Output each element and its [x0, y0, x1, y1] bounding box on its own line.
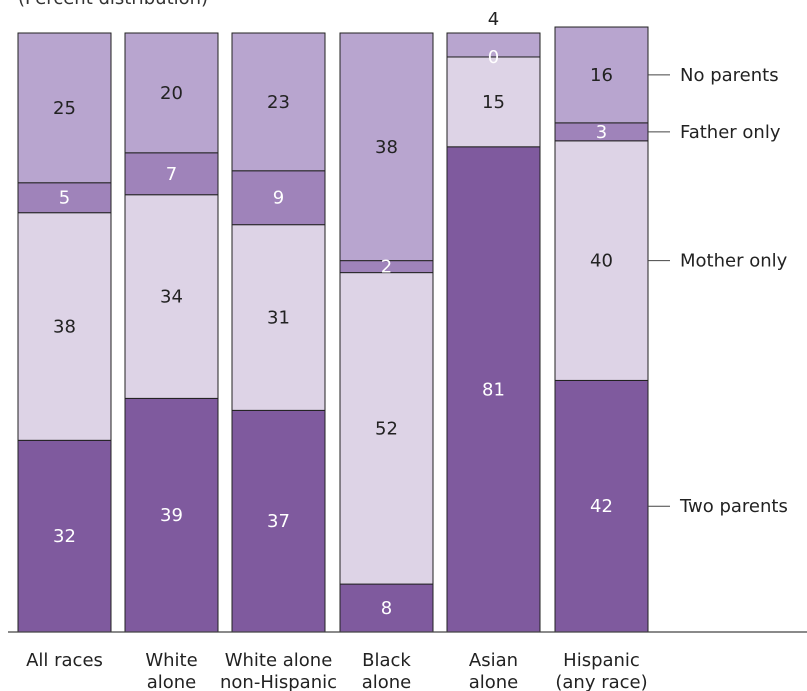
bar-segment-no-parents-category-1: [17, 32, 112, 184]
value-label-two-parents-category-1: 32: [53, 526, 76, 547]
value-label-two-parents-category-5: 81: [482, 379, 505, 400]
bar-segment-mother-only-category-2: [124, 194, 219, 399]
value-label-no-parents-category-5: 4: [488, 9, 499, 30]
legend-label-father-only: Father only: [680, 122, 781, 143]
value-label-no-parents-category-1: 25: [53, 98, 76, 119]
chart-subtitle: (Percent distribution): [18, 0, 208, 9]
bar-segment-two-parents-category-2: [124, 397, 219, 633]
legend-label-two-parents: Two parents: [679, 496, 788, 517]
value-label-two-parents-category-4: 8: [381, 598, 392, 619]
value-label-mother-only-category-3: 31: [267, 308, 290, 329]
bar-segment-no-parents-category-6: [554, 26, 649, 124]
bar-segment-father-only-category-2: [124, 152, 219, 196]
bar-segment-no-parents-category-5: [446, 32, 541, 58]
category-label-3: White alone non-Hispanic: [220, 650, 337, 691]
value-label-no-parents-category-3: 23: [267, 92, 290, 113]
legend-label-no-parents: No parents: [680, 65, 779, 86]
value-label-no-parents-category-2: 20: [160, 83, 183, 104]
value-label-mother-only-category-6: 40: [590, 251, 613, 272]
category-label-5: Asian alone: [469, 650, 519, 691]
bar-segment-father-only-category-3: [231, 170, 326, 226]
value-label-father-only-category-2: 7: [166, 164, 177, 185]
bars-group: [17, 26, 649, 633]
value-label-mother-only-category-1: 38: [53, 317, 76, 338]
bar-segment-mother-only-category-3: [231, 224, 326, 411]
value-label-two-parents-category-2: 39: [160, 505, 183, 526]
value-label-mother-only-category-5: 15: [482, 92, 505, 113]
value-label-father-only-category-6: 3: [596, 122, 607, 143]
value-label-two-parents-category-6: 42: [590, 496, 613, 517]
category-label-6: Hispanic (any race): [555, 650, 647, 691]
value-label-mother-only-category-2: 34: [160, 287, 183, 308]
category-label-2: White alone: [145, 650, 197, 691]
value-label-father-only-category-5: 0: [488, 47, 499, 68]
legend-group: Two parents Mother only Father only No pare…: [648, 65, 788, 517]
bar-segment-mother-only-category-5: [446, 56, 541, 148]
bar-segment-no-parents-category-3: [231, 32, 326, 172]
bar-segment-two-parents-category-1: [17, 439, 112, 633]
value-label-mother-only-category-4: 52: [375, 418, 398, 439]
value-label-two-parents-category-3: 37: [267, 511, 290, 532]
bar-segment-two-parents-category-5: [446, 146, 541, 633]
value-label-father-only-category-3: 9: [273, 188, 284, 209]
category-label-1: All races: [26, 650, 103, 671]
category-labels-group: All races White alone White alone non-Hispan…: [26, 650, 648, 691]
bar-segment-no-parents-category-2: [124, 32, 219, 154]
value-label-no-parents-category-4: 38: [375, 137, 398, 158]
value-label-no-parents-category-6: 16: [590, 65, 613, 86]
bar-segment-mother-only-category-1: [17, 212, 112, 441]
bar-segment-no-parents-category-4: [339, 32, 434, 262]
value-label-father-only-category-1: 5: [59, 188, 70, 209]
value-label-father-only-category-4: 2: [381, 257, 392, 278]
bar-segment-mother-only-category-6: [554, 140, 649, 381]
category-label-4: Black alone: [362, 650, 412, 691]
legend-label-mother-only: Mother only: [680, 251, 788, 272]
